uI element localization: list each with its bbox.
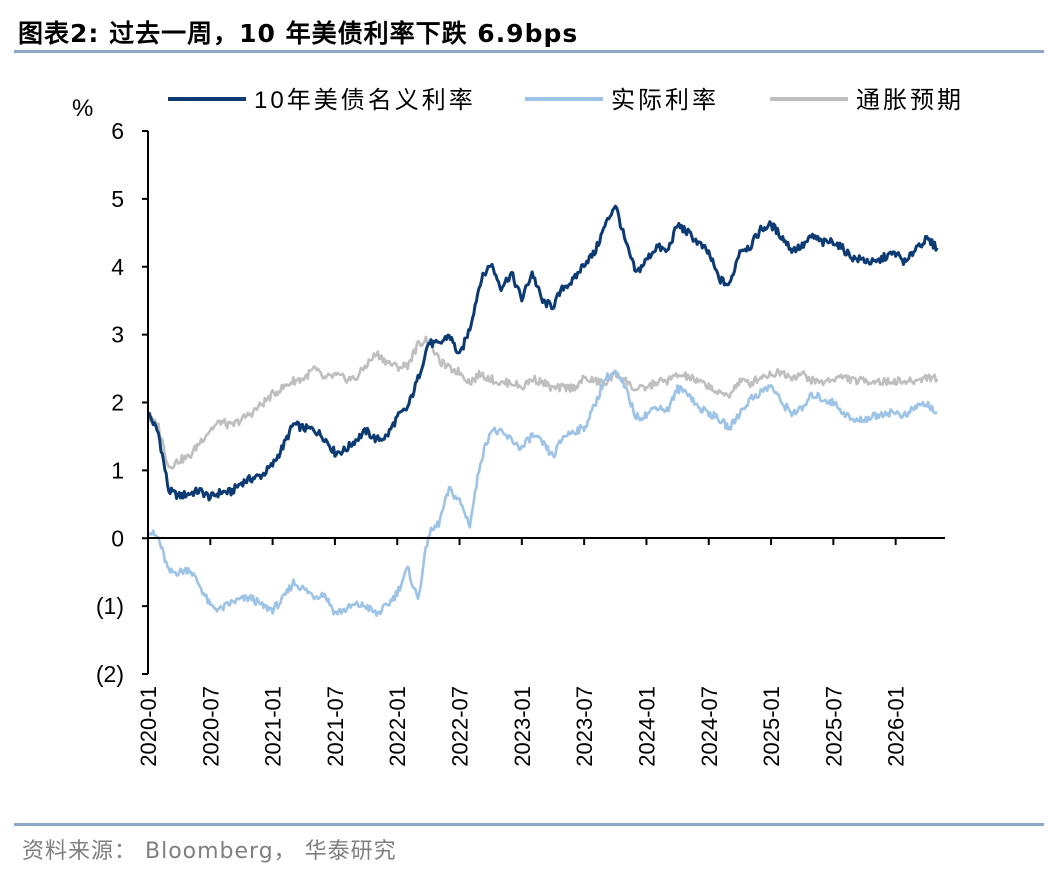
series-line-real bbox=[147, 369, 938, 618]
figure-title: 图表2: 过去一周，10 年美债利率下跌 6.9bps bbox=[18, 19, 579, 48]
x-tick-label: 2024-07 bbox=[697, 686, 722, 767]
x-tick-label: 2022-07 bbox=[448, 686, 473, 767]
y-tick-label: 2 bbox=[111, 390, 124, 416]
series-line-breakeven bbox=[147, 335, 939, 470]
bottom-rule bbox=[14, 823, 1044, 826]
x-tick-label: 2024-01 bbox=[634, 686, 659, 767]
y-tick-label: 3 bbox=[111, 322, 124, 348]
x-tick-label: 2021-01 bbox=[261, 686, 286, 767]
x-tick-label: 2025-01 bbox=[759, 686, 784, 767]
x-tick-label: 2021-07 bbox=[323, 686, 348, 767]
legend-label-nominal: 10年美债名义利率 bbox=[254, 87, 476, 114]
legend-label-breakeven: 通胀预期 bbox=[856, 87, 964, 114]
x-tick-label: 2020-01 bbox=[136, 686, 161, 767]
source-note: 资料来源： Bloomberg， 华泰研究 bbox=[22, 839, 397, 864]
x-tick-label: 2023-01 bbox=[510, 686, 535, 767]
legend-label-real: 实际利率 bbox=[611, 87, 719, 114]
x-tick-label: 2020-07 bbox=[198, 686, 223, 767]
series-line-nominal bbox=[146, 204, 939, 502]
x-tick-label: 2022-01 bbox=[385, 686, 410, 767]
y-tick-label: 0 bbox=[111, 525, 124, 551]
y-tick-label: (1) bbox=[96, 593, 124, 619]
y-tick-label: 5 bbox=[111, 186, 124, 212]
legend: 10年美债名义利率 实际利率 通胀预期 bbox=[168, 87, 964, 114]
axes bbox=[147, 131, 945, 674]
top-rule bbox=[14, 50, 1044, 53]
y-tick-label: 4 bbox=[111, 254, 124, 280]
x-tick-label: 2023-07 bbox=[572, 686, 597, 767]
x-axis-ticks: 2020-01 2020-07 2021-01 2021-07 2022-01 2022-… bbox=[136, 538, 909, 767]
x-tick-label: 2026-01 bbox=[884, 686, 909, 767]
y-tick-label: (2) bbox=[96, 661, 124, 687]
y-tick-label: 1 bbox=[111, 457, 124, 483]
y-axis-label: % bbox=[72, 95, 93, 122]
y-tick-label: 6 bbox=[111, 118, 124, 144]
x-tick-label: 2025-07 bbox=[821, 686, 846, 767]
series-lines bbox=[146, 204, 939, 618]
y-axis-ticks: (2) (1) 0 1 2 3 4 5 6 bbox=[96, 118, 148, 687]
